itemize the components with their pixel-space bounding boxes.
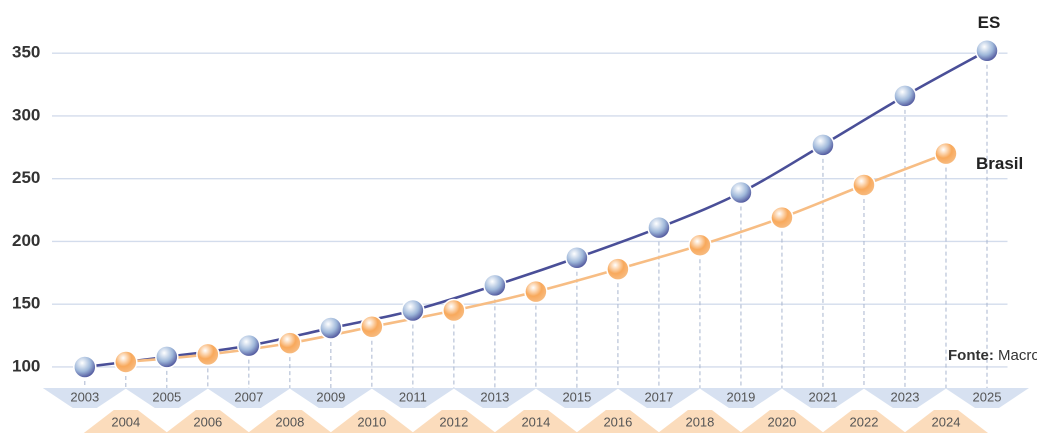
- data-point: [483, 273, 507, 298]
- x-tick-label: 2020: [767, 414, 796, 429]
- series-line: [84, 49, 988, 369]
- x-tick-tab: [247, 410, 332, 433]
- x-tick-label: 2022: [850, 414, 879, 429]
- x-tick-tab: [657, 410, 742, 433]
- x-tick-tab: [903, 410, 988, 433]
- y-tick-label: 150: [12, 294, 40, 313]
- data-point: [770, 205, 794, 230]
- x-tick-label: 2008: [275, 414, 304, 429]
- data-point: [606, 257, 630, 281]
- source-label: Fonte:: [948, 347, 994, 364]
- x-tick-tab: [739, 410, 824, 433]
- x-tick-label: 2018: [685, 414, 714, 429]
- x-tick-label: 2007: [234, 389, 263, 404]
- y-tick-label: 250: [12, 168, 40, 187]
- x-tick-label: 2016: [603, 414, 632, 429]
- y-tick-label: 300: [12, 105, 40, 124]
- x-tick-label: 2021: [809, 389, 838, 404]
- data-point: [442, 298, 466, 323]
- data-point: [565, 246, 589, 270]
- data-point: [155, 345, 179, 369]
- data-point: [975, 38, 999, 63]
- x-tick-label: 2024: [932, 414, 961, 429]
- x-tick-tab: [780, 388, 865, 408]
- y-tick-label: 100: [12, 356, 40, 375]
- y-tick-label: 350: [12, 43, 40, 62]
- data-point: [319, 316, 343, 340]
- x-tick-label: 2023: [891, 389, 920, 404]
- data-point: [934, 141, 958, 166]
- data-point: [401, 298, 425, 323]
- x-tick-label: 2005: [152, 389, 181, 404]
- data-point: [647, 215, 671, 240]
- data-point: [114, 350, 138, 374]
- x-tick-label: 2012: [439, 414, 468, 429]
- x-tick-tab: [411, 410, 496, 433]
- data-point: [360, 315, 384, 339]
- x-tick-tab: [124, 388, 209, 408]
- x-tick-label: 2006: [193, 414, 222, 429]
- y-tick-label: 200: [12, 231, 40, 250]
- data-point: [893, 84, 917, 108]
- x-tick-tab: [944, 388, 1029, 408]
- data-point: [73, 355, 97, 379]
- x-tick-tab: [821, 410, 906, 433]
- x-tick-tab: [575, 410, 660, 433]
- x-tick-tab: [452, 388, 537, 408]
- x-tick-tab: [698, 388, 783, 408]
- x-tick-label: 2014: [521, 414, 550, 429]
- data-point: [852, 173, 876, 197]
- x-tick-tab: [83, 410, 168, 433]
- data-point: [278, 331, 302, 355]
- x-tick-label: 2004: [111, 414, 140, 429]
- x-tick-tab: [534, 388, 619, 408]
- data-point: [688, 233, 712, 257]
- data-point: [524, 279, 548, 304]
- x-tick-label: 2019: [726, 389, 755, 404]
- x-tick-label: 2010: [357, 414, 386, 429]
- x-tick-tab: [493, 410, 578, 433]
- source-text: Macroplan: [998, 347, 1037, 364]
- x-tick-tab: [288, 388, 373, 408]
- data-point: [729, 180, 753, 205]
- data-point: [811, 133, 835, 157]
- x-tick-tab: [165, 410, 250, 433]
- x-tick-tab: [616, 388, 701, 408]
- data-point: [196, 342, 220, 367]
- series-label: ES: [978, 13, 1001, 32]
- x-tick-tab: [862, 388, 947, 408]
- x-tick-tab: [370, 388, 455, 408]
- data-point: [237, 333, 261, 358]
- x-tick-label: 2011: [399, 389, 427, 404]
- x-tick-label: 2015: [562, 389, 591, 404]
- x-tick-tab: [42, 388, 127, 408]
- source: Fonte: Macroplan: [948, 347, 1037, 364]
- x-tick-label: 2003: [70, 389, 99, 404]
- x-tick-label: 2013: [480, 389, 509, 404]
- x-tick-label: 2025: [973, 389, 1002, 404]
- x-tick-tab: [329, 410, 414, 433]
- x-tick-label: 2009: [316, 389, 345, 404]
- x-tick-tab: [206, 388, 291, 408]
- x-tick-label: 2017: [644, 389, 673, 404]
- series-label: Brasil: [976, 154, 1023, 173]
